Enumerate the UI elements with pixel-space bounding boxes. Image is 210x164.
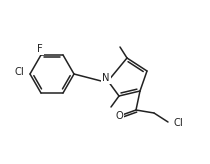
Text: Cl: Cl [173,118,183,128]
Text: F: F [37,44,43,54]
Text: O: O [115,111,123,121]
Text: Cl: Cl [14,67,24,77]
Text: N: N [102,73,110,83]
